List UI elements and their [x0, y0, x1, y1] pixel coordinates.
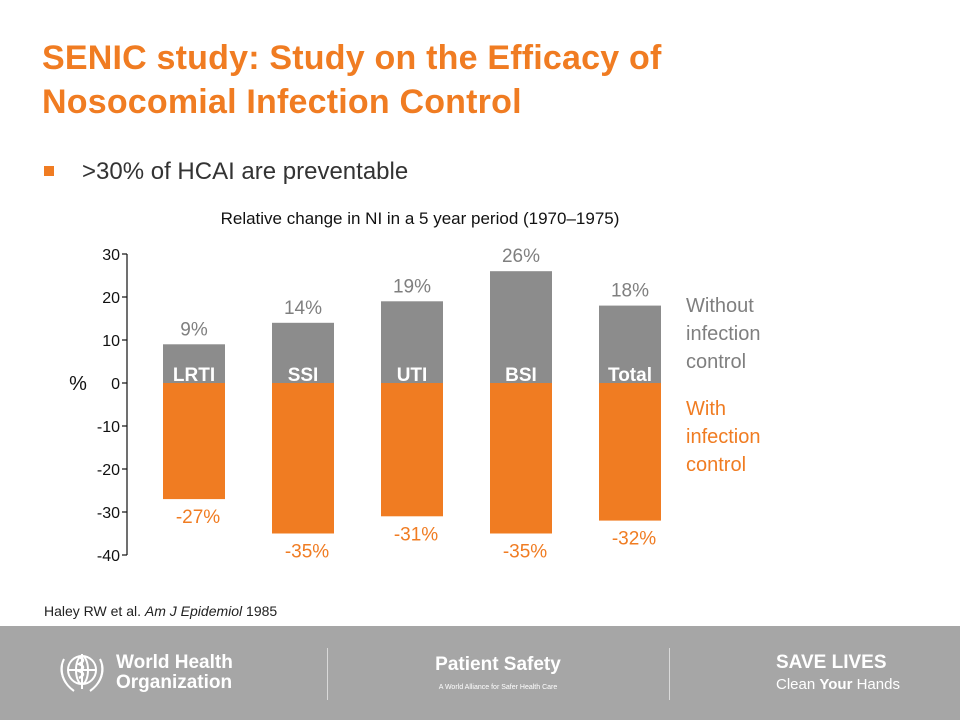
legend-with-line-1: With: [686, 398, 726, 420]
y-tick-label: -20: [97, 462, 120, 479]
bar-with-uti: [381, 383, 443, 517]
slide-title-line-1: SENIC study: Study on the Efficacy of: [42, 39, 662, 77]
data-label-with-lrti: -27%: [176, 507, 220, 528]
legend-without-line-1: Without: [686, 295, 754, 317]
legend-with-control: With infection control: [686, 395, 761, 479]
clean-suffix: Hands: [852, 676, 900, 693]
y-tick-label: 10: [102, 333, 120, 350]
y-tick-label: 30: [102, 247, 120, 264]
citation-year: 1985: [242, 603, 278, 619]
clean-prefix: Clean: [776, 676, 820, 693]
y-tick-label: 0: [111, 376, 120, 393]
footer-divider-1: [327, 648, 328, 700]
bars-group: 9% -27% LRTI 14% -35% SSI 19% -31% UTI 26% -35% BSI…: [163, 246, 661, 563]
y-tick-label: -30: [97, 505, 120, 522]
data-label-without-uti: 19%: [393, 276, 431, 297]
who-line-1: World Health: [116, 652, 233, 673]
patient-safety-title: Patient Safety: [435, 654, 561, 675]
y-axis: 30 20 10 0 -10 -20 -30 -40: [97, 247, 128, 565]
legend-with-line-2: infection: [686, 426, 761, 448]
data-label-with-ssi: -35%: [285, 542, 329, 563]
bar-without-ssi: [272, 322, 334, 383]
slide-title-line-2: Nosocomial Infection Control: [42, 83, 522, 121]
chart-title: Relative change in NI in a 5 year period…: [220, 209, 620, 228]
bullet-text: >30% of HCAI are preventable: [82, 158, 409, 185]
bar-chart: % 30 20 10 0 -10 -20 -30 -40 9% -27% LRTI 14% -35% S…: [69, 246, 661, 565]
data-label-without-total: 18%: [611, 281, 649, 302]
data-label-with-bsi: -35%: [503, 542, 547, 563]
y-tick-label: -10: [97, 419, 120, 436]
data-label-without-ssi: 14%: [284, 298, 322, 319]
footer-divider-2: [669, 648, 670, 700]
bar-with-lrti: [163, 383, 225, 500]
data-label-without-lrti: 9%: [180, 319, 208, 340]
category-label-bsi: BSI: [505, 365, 537, 386]
legend-without-line-2: infection: [686, 323, 761, 345]
legend-without-line-3: control: [686, 351, 747, 373]
citation: Haley RW et al. Am J Epidemiol 1985: [44, 603, 277, 619]
category-label-lrti: LRTI: [173, 365, 215, 386]
bar-without-bsi: [490, 271, 552, 383]
patient-safety-subtitle: A World Alliance for Safer Health Care: [438, 684, 558, 691]
bullet-point: >30% of HCAI are preventable: [44, 158, 408, 186]
y-tick-label: -40: [97, 548, 120, 565]
bar-with-bsi: [490, 383, 552, 534]
category-label-uti: UTI: [397, 365, 428, 386]
bar-without-lrti: [163, 344, 225, 383]
bullet-square-icon: [44, 165, 54, 176]
who-wordmark: World Health Organization: [116, 653, 233, 693]
slide-title: SENIC study: Study on the Efficacy of No…: [42, 36, 661, 124]
category-label-total: Total: [608, 365, 652, 386]
clean-your: Your: [819, 676, 853, 693]
save-lives-title: SAVE LIVES: [776, 652, 887, 673]
citation-authors: Haley RW et al.: [44, 603, 145, 619]
bar-without-uti: [381, 301, 443, 383]
data-label-with-uti: -31%: [394, 524, 438, 545]
who-line-2: Organization: [116, 672, 233, 693]
category-label-ssi: SSI: [288, 365, 319, 386]
y-tick-label: 20: [102, 290, 120, 307]
bar-with-ssi: [272, 383, 334, 534]
data-label-with-total: -32%: [612, 529, 656, 550]
patient-safety-block: Patient Safety A World Alliance for Safe…: [360, 654, 636, 691]
who-emblem-icon: [60, 654, 104, 692]
legend-with-line-3: control: [686, 454, 747, 476]
footer-bar: World Health Organization Patient Safety…: [0, 626, 960, 720]
bar-with-total: [599, 383, 661, 521]
y-axis-label: %: [69, 373, 87, 395]
citation-journal: Am J Epidemiol: [144, 603, 243, 619]
data-label-without-bsi: 26%: [502, 246, 540, 267]
clean-hands-tagline: Clean Your Hands: [776, 676, 900, 693]
bar-without-total: [599, 305, 661, 383]
legend-without-control: Without infection control: [686, 292, 761, 376]
save-lives-block: SAVE LIVES Clean Your Hands: [776, 652, 900, 693]
